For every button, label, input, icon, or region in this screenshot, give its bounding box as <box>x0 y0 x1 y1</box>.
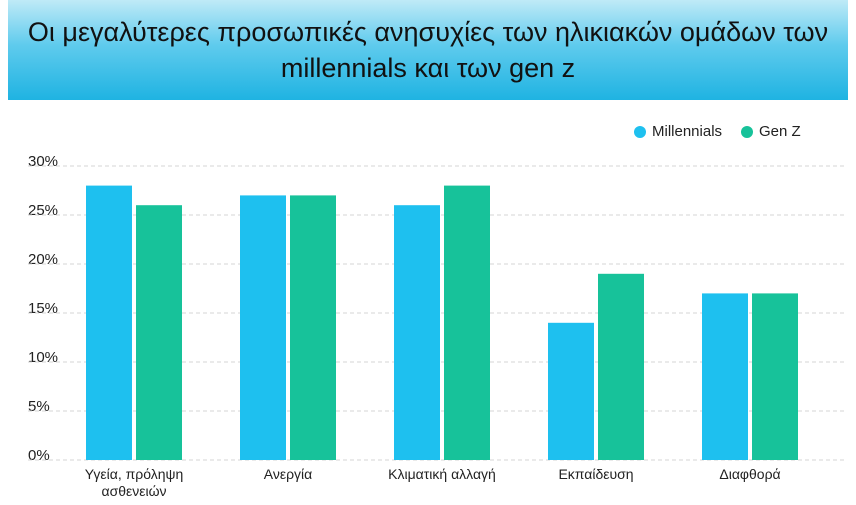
x-tick-label: Διαφθορά <box>719 466 781 482</box>
y-tick-label: 25% <box>28 202 58 219</box>
chart-title: Οι μεγαλύτερες προσωπικές ανησυχίες των … <box>27 17 829 83</box>
y-tick-label: 15% <box>28 300 58 317</box>
legend-swatch <box>634 126 646 138</box>
y-tick-label: 5% <box>28 398 50 415</box>
bar <box>240 195 286 460</box>
y-tick-label: 10% <box>28 349 58 366</box>
x-tick-label: Εκπαίδευση <box>558 466 634 482</box>
legend-label: Gen Z <box>759 123 801 140</box>
x-tick-label: Ανεργία <box>263 466 313 482</box>
bar <box>136 205 182 460</box>
y-tick-label: 20% <box>28 251 58 268</box>
y-tick-label: 0% <box>28 447 50 464</box>
bar <box>86 185 132 460</box>
bar <box>394 205 440 460</box>
y-tick-label: 30% <box>28 153 58 170</box>
bar <box>752 293 798 460</box>
header: Οι μεγαλύτερες προσωπικές ανησυχίες των … <box>8 0 848 100</box>
bar <box>548 322 594 460</box>
bar <box>290 195 336 460</box>
legend-label: Millennials <box>652 123 722 140</box>
x-tick-label: Κλιματική αλλαγή <box>388 466 496 482</box>
bar <box>702 293 748 460</box>
x-tick-label: Υγεία, πρόληψη ασθενειών <box>84 466 184 499</box>
legend-swatch <box>741 126 753 138</box>
bar <box>444 185 490 460</box>
bar <box>598 273 644 460</box>
